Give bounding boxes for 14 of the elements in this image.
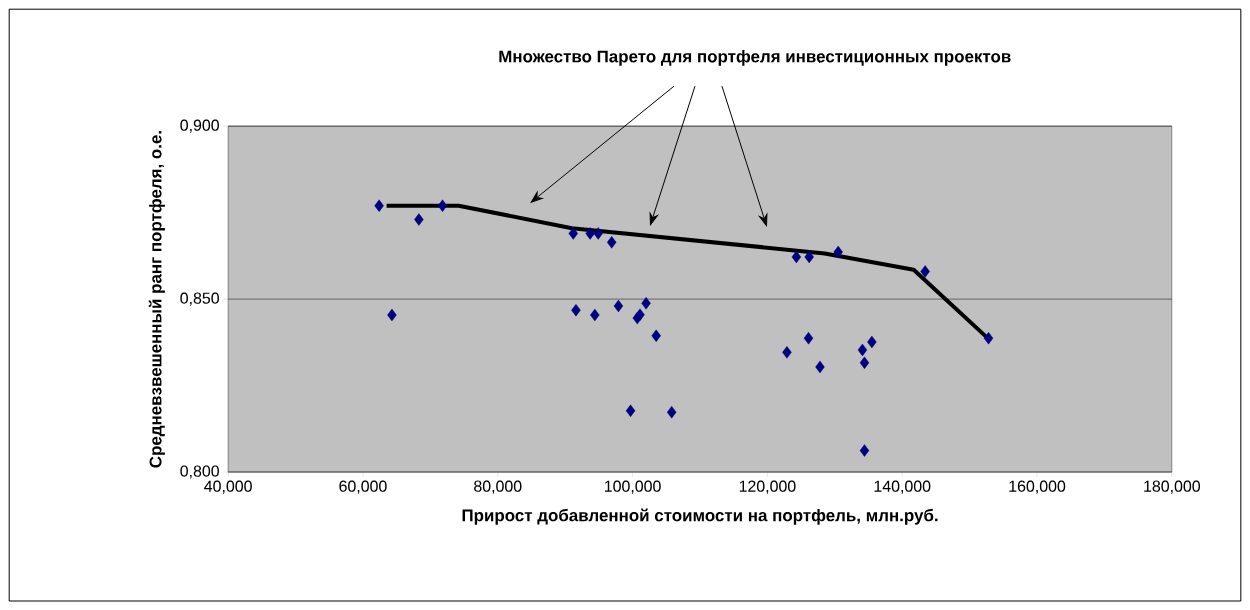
x-tick-label: 180,000 bbox=[1144, 480, 1201, 494]
x-tick-label: 160,000 bbox=[1009, 480, 1066, 494]
y-tick-label: 0,800 bbox=[180, 465, 219, 479]
x-axis-title: Прирост добавленной стоимости на портфель, млн.руб. bbox=[462, 508, 938, 525]
x-tick-label: 40,000 bbox=[204, 480, 252, 494]
x-tick-label: 120,000 bbox=[739, 480, 796, 494]
y-axis-title: Средневзвешенный ранг портфеля, о.е. bbox=[148, 131, 165, 468]
y-tick-label: 0,850 bbox=[180, 292, 219, 306]
x-tick-label: 140,000 bbox=[874, 480, 931, 494]
x-tick-label: 80,000 bbox=[474, 480, 522, 494]
chart-title: Множество Парето для портфеля инвестиционных проектов bbox=[499, 49, 1011, 66]
x-tick-label: 100,000 bbox=[605, 480, 661, 494]
y-tick-label: 0,900 bbox=[180, 119, 219, 133]
x-tick-label: 60,000 bbox=[339, 480, 387, 494]
